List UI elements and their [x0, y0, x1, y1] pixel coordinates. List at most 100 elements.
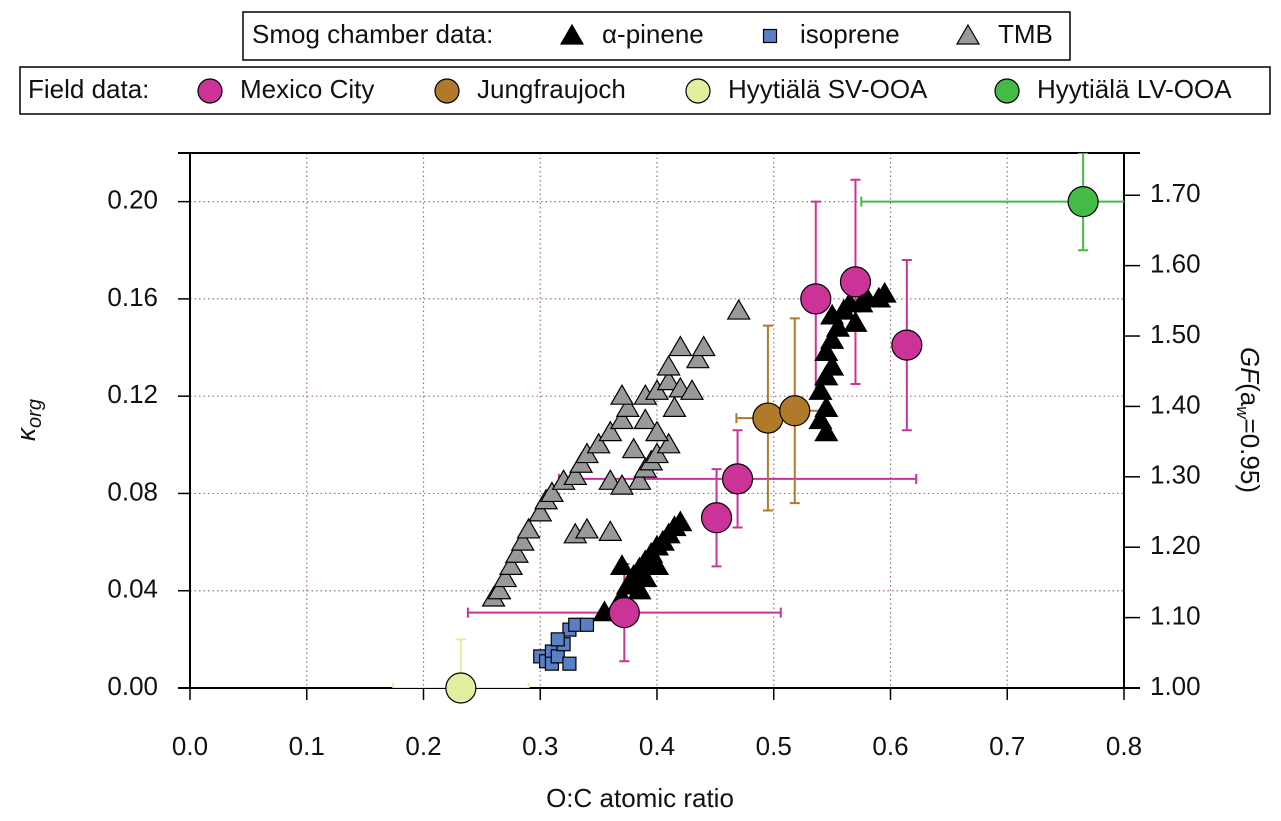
- triangle-marker: [528, 500, 553, 522]
- x-tick-label: 0.1: [289, 731, 325, 761]
- triangle-marker: [843, 311, 868, 332]
- triangle-marker: [598, 469, 623, 490]
- x-tick-label: 0.8: [1106, 731, 1142, 761]
- triangle-marker: [691, 335, 716, 357]
- legend-label: Jungfraujoch: [477, 74, 626, 104]
- y2-tick-label: 1.20: [1150, 530, 1201, 560]
- triangle-marker: [633, 566, 658, 588]
- x-tick-label: 0.0: [172, 731, 208, 761]
- plot-area: [392, 153, 1124, 688]
- legend-label: TMB: [998, 19, 1053, 49]
- circle-marker: [779, 395, 811, 427]
- y-tick-label: 0.04: [107, 574, 158, 604]
- x-tick-label: 0.4: [639, 731, 675, 761]
- legend-label: Mexico City: [240, 74, 374, 104]
- triangle-marker: [609, 554, 635, 576]
- y-tick-label: 0.16: [107, 282, 158, 312]
- triangle-marker: [726, 298, 751, 320]
- legend-title: Field data:: [28, 74, 149, 104]
- y-axis-label-symbol: κ: [11, 426, 41, 441]
- y-tick-label: 0.20: [107, 185, 158, 215]
- circle-marker: [839, 266, 872, 298]
- y2-tick-label: 1.30: [1150, 460, 1201, 490]
- circle-marker: [445, 672, 477, 704]
- square-marker: [568, 617, 583, 632]
- triangle-marker: [598, 420, 623, 442]
- triangle-marker: [621, 437, 646, 459]
- y2-label-part: =0.95): [1235, 419, 1265, 493]
- legend-title: Smog chamber data:: [252, 19, 493, 49]
- y-tick-label: 0.12: [107, 379, 158, 409]
- legend-box: [19, 66, 1271, 115]
- circle-marker: [608, 597, 640, 629]
- x-tick-label: 0.2: [405, 731, 441, 761]
- triangle-marker: [586, 432, 611, 454]
- triangle-marker: [820, 354, 845, 376]
- legend-marker: [197, 78, 223, 104]
- triangle-marker: [504, 542, 529, 563]
- triangle-marker: [563, 464, 588, 486]
- triangle-marker: [510, 529, 535, 551]
- y2-tick-label: 1.70: [1150, 178, 1201, 208]
- circle-marker: [700, 502, 733, 534]
- triangle-marker: [814, 420, 839, 442]
- y2-tick-label: 1.40: [1150, 389, 1201, 419]
- legend-label: Hyytiälä SV-OOA: [728, 74, 928, 104]
- circle-marker: [891, 329, 923, 361]
- legend-label: Hyytiälä LV-OOA: [1037, 74, 1232, 104]
- triangle-marker: [808, 408, 833, 430]
- x-axis-label: O:C atomic ratio: [546, 783, 734, 813]
- triangle-marker: [668, 510, 693, 532]
- legend-marker: [762, 28, 778, 44]
- x-tick-label: 0.6: [872, 731, 908, 761]
- triangle-marker: [662, 396, 687, 417]
- triangle-marker: [656, 432, 681, 454]
- triangle-marker: [633, 408, 658, 430]
- legend-marker: [434, 78, 460, 104]
- triangle-marker: [516, 517, 541, 539]
- y2-tick-label: 1.50: [1150, 319, 1201, 349]
- square-marker: [550, 649, 565, 664]
- triangle-marker: [656, 369, 681, 391]
- y2-label-part: (a: [1235, 383, 1265, 407]
- triangle-marker: [627, 469, 652, 490]
- triangle-marker: [493, 566, 518, 588]
- triangle-marker: [808, 379, 833, 400]
- triangle-marker: [644, 554, 670, 576]
- legend-marker: [685, 78, 711, 104]
- x-tick-label: 0.5: [756, 731, 792, 761]
- triangle-marker: [866, 286, 891, 308]
- circle-marker: [752, 402, 784, 434]
- triangle-marker: [668, 335, 693, 357]
- y-tick-label: 0.00: [107, 671, 158, 701]
- circle-marker: [721, 463, 754, 495]
- legend-marker: [955, 23, 981, 45]
- triangle-marker: [685, 347, 710, 369]
- circle-marker: [1067, 186, 1099, 218]
- triangle-marker: [679, 379, 705, 400]
- legend-marker: [559, 23, 585, 45]
- triangle-marker: [609, 383, 635, 405]
- y2-label-part: GF: [1235, 347, 1265, 385]
- triangle-marker: [627, 578, 652, 600]
- legend-box: [242, 11, 1071, 61]
- y-tick-label: 0.08: [107, 476, 158, 506]
- triangle-marker: [820, 328, 845, 349]
- triangle-marker: [598, 520, 623, 541]
- triangle-marker: [814, 396, 839, 417]
- legend-label: isoprene: [800, 19, 900, 49]
- y-error-bar: [455, 638, 466, 688]
- triangle-marker: [609, 473, 635, 495]
- y2-tick-label: 1.60: [1150, 249, 1201, 279]
- square-marker: [550, 632, 565, 647]
- triangle-marker: [609, 408, 635, 430]
- triangle-marker: [814, 340, 839, 362]
- triangle-marker: [574, 517, 599, 539]
- triangle-marker: [615, 396, 640, 417]
- y-axis-label: κorg: [11, 399, 46, 441]
- y2-tick-label: 1.10: [1150, 600, 1201, 630]
- square-marker: [562, 656, 577, 671]
- triangle-marker: [539, 481, 564, 503]
- y2-label-part: w: [1233, 406, 1252, 420]
